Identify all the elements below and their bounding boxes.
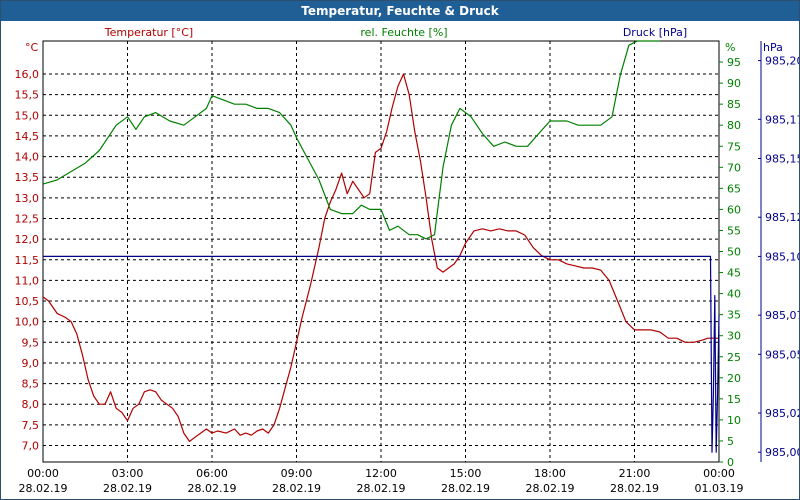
- temperature-tick-label: 9,0: [22, 357, 40, 370]
- x-tick-time: 06:00: [196, 467, 228, 480]
- chart-axes: [42, 40, 762, 463]
- chart-series: [42, 40, 720, 453]
- x-tick-time: 09:00: [281, 467, 313, 480]
- humidity-tick-label: 95: [727, 56, 741, 69]
- humidity-tick-label: 50: [727, 246, 741, 259]
- humidity-tick-label: 45: [727, 267, 741, 280]
- humidity-tick-label: 15: [727, 393, 741, 406]
- x-tick-time: 03:00: [112, 467, 144, 480]
- pressure-unit: hPa: [763, 41, 783, 54]
- humidity-tick-label: 90: [727, 77, 741, 90]
- temperature-series-line: [42, 73, 719, 442]
- x-tick-date: 28.02.19: [103, 482, 152, 495]
- x-tick-date: 28.02.19: [357, 482, 406, 495]
- humidity-tick-label: 75: [727, 140, 741, 153]
- window-title: Temperatur, Feuchte & Druck: [1, 1, 799, 21]
- temperature-tick-label: 8,5: [22, 378, 40, 391]
- humidity-tick-label: 35: [727, 309, 741, 322]
- temperature-axis-ticks: 16,0 15,5 15,0 14,5 14,0 13,5 13,0 12,5 12,0 11,5…: [15, 68, 40, 452]
- pressure-tick-label: 985,15: [765, 152, 799, 165]
- x-tick-date: 28.02.19: [272, 482, 321, 495]
- x-tick-time: 00:00: [27, 467, 59, 480]
- x-tick-date: 28.02.19: [188, 482, 237, 495]
- x-tick-time: 15:00: [450, 467, 482, 480]
- temperature-tick-label: 7,5: [22, 419, 40, 432]
- humidity-tick-label: 5: [727, 435, 734, 448]
- pressure-legend: Druck [hPa]: [623, 26, 687, 39]
- x-axis-ticks: 00:00 28.02.19 03:00 28.02.19 06:00 28.02.19 0…: [19, 467, 744, 495]
- pressure-series-line: [43, 255, 720, 453]
- temperature-tick-label: 15,0: [15, 109, 40, 122]
- humidity-unit: %: [725, 41, 735, 54]
- x-tick-time: 12:00: [365, 467, 397, 480]
- temperature-tick-label: 14,5: [15, 130, 40, 143]
- temperature-tick-label: 12,0: [15, 233, 40, 246]
- temperature-tick-label: 10,5: [15, 295, 40, 308]
- temperature-tick-label: 13,0: [15, 192, 40, 205]
- x-tick-date: 01.03.19: [695, 482, 744, 495]
- temperature-tick-label: 12,5: [15, 212, 40, 225]
- temperature-unit: °C: [25, 41, 39, 54]
- temperature-tick-label: 10,0: [15, 316, 40, 329]
- pressure-tick-label: 985,10: [765, 250, 799, 263]
- temperature-legend: Temperatur [°C]: [104, 26, 193, 39]
- humidity-tick-label: 80: [727, 119, 741, 132]
- x-tick-time: 21:00: [619, 467, 651, 480]
- x-tick-time: 00:00: [703, 467, 735, 480]
- chart-grid: [43, 41, 719, 462]
- humidity-tick-label: 65: [727, 182, 741, 195]
- pressure-tick-label: 985,00: [765, 446, 799, 459]
- humidity-series-line: [42, 40, 660, 240]
- pressure-tick-label: 985,12: [765, 211, 799, 224]
- humidity-tick-label: 30: [727, 330, 741, 343]
- pressure-tick-label: 985,20: [765, 55, 799, 68]
- temperature-tick-label: 13,5: [15, 171, 40, 184]
- x-tick-date: 28.02.19: [441, 482, 490, 495]
- temperature-tick-label: 14,0: [15, 151, 40, 164]
- pressure-tick-label: 985,17: [765, 113, 799, 126]
- humidity-tick-label: 25: [727, 351, 741, 364]
- temperature-tick-label: 8,0: [22, 398, 40, 411]
- temperature-tick-label: 16,0: [15, 68, 40, 81]
- humidity-tick-label: 20: [727, 372, 741, 385]
- humidity-tick-label: 70: [727, 161, 741, 174]
- humidity-tick-label: 10: [727, 414, 741, 427]
- temperature-tick-label: 9,5: [22, 336, 40, 349]
- x-tick-time: 18:00: [534, 467, 566, 480]
- temperature-tick-label: 11,5: [15, 254, 40, 267]
- temperature-tick-label: 15,5: [15, 89, 40, 102]
- humidity-tick-label: 60: [727, 203, 741, 216]
- humidity-tick-label: 0: [727, 456, 734, 469]
- pressure-axis-ticks: 985,20 985,17 985,15 985,12 985,10 985,07 985,…: [758, 55, 799, 459]
- pressure-tick-label: 985,05: [765, 348, 799, 361]
- x-tick-date: 28.02.19: [526, 482, 575, 495]
- chart-canvas: 16,0 15,5 15,0 14,5 14,0 13,5 13,0 12,5 12,0 11,5…: [15, 26, 800, 495]
- humidity-legend: rel. Feuchte [%]: [360, 26, 447, 39]
- temperature-tick-label: 7,0: [22, 439, 40, 452]
- temperature-tick-label: 11,0: [15, 274, 40, 287]
- x-tick-date: 28.02.19: [610, 482, 659, 495]
- humidity-tick-label: 85: [727, 98, 741, 111]
- humidity-tick-label: 55: [727, 224, 741, 237]
- x-tick-date: 28.02.19: [19, 482, 68, 495]
- pressure-tick-label: 985,02: [765, 407, 799, 420]
- humidity-tick-label: 40: [727, 288, 741, 301]
- pressure-tick-label: 985,07: [765, 309, 799, 322]
